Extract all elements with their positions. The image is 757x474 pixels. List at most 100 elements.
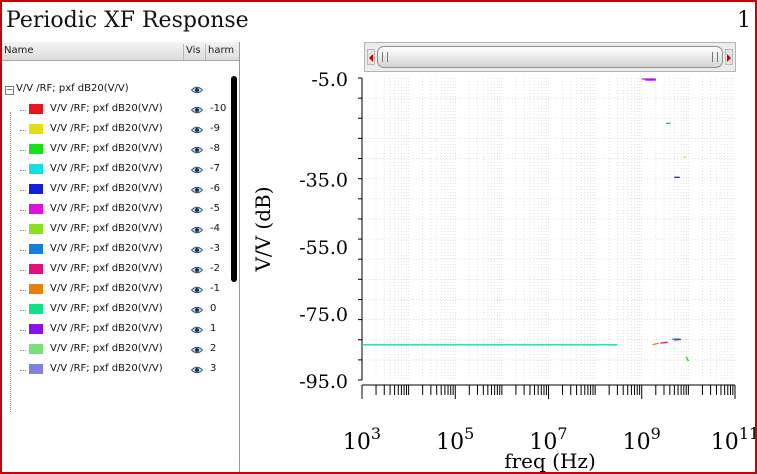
tree-connector <box>20 130 26 131</box>
eye-icon[interactable] <box>190 264 204 276</box>
eye-icon[interactable] <box>190 204 204 216</box>
color-swatch <box>29 104 43 114</box>
harm-value: 1 <box>210 323 217 334</box>
color-swatch <box>29 364 43 374</box>
trace-row[interactable]: V/V /RF; pxf dB20(V/V) -7 <box>2 160 232 180</box>
y-axis-label: V/V (dB) <box>251 186 275 272</box>
series-line <box>685 356 689 362</box>
y-tick-label: -35.0 <box>299 170 348 192</box>
x-tick-label: 105 <box>436 424 474 455</box>
trace-label: V/V /RF; pxf dB20(V/V) <box>50 103 163 114</box>
scroll-left-button[interactable] <box>367 49 375 65</box>
series-line <box>660 341 668 344</box>
trace-label: V/V /RF; pxf dB20(V/V) <box>50 243 163 254</box>
trace-row[interactable]: V/V /RF; pxf dB20(V/V) -2 <box>2 260 232 280</box>
tree-connector <box>20 370 26 371</box>
harm-value: -3 <box>210 243 220 254</box>
series-line <box>674 338 682 341</box>
trace-label: V/V /RF; pxf dB20(V/V) <box>50 263 163 274</box>
tree-group-label: V/V /RF; pxf dB20(V/V) <box>16 83 129 94</box>
color-swatch <box>29 284 43 294</box>
tree-connector <box>20 110 26 111</box>
arrow-right-icon <box>727 54 731 62</box>
eye-icon[interactable] <box>190 344 204 356</box>
eye-icon[interactable] <box>190 304 204 316</box>
tree-connector <box>20 190 26 191</box>
trace-row[interactable]: V/V /RF; pxf dB20(V/V) -1 <box>2 280 232 300</box>
eye-icon[interactable] <box>190 164 204 176</box>
column-header-vis[interactable]: Vis <box>184 44 206 60</box>
scroll-right-button[interactable] <box>725 49 733 65</box>
eye-icon[interactable] <box>190 84 204 96</box>
eye-icon[interactable] <box>190 184 204 196</box>
trace-row[interactable]: V/V /RF; pxf dB20(V/V) 2 <box>2 340 232 360</box>
trace-row[interactable]: V/V /RF; pxf dB20(V/V) -10 <box>2 100 232 120</box>
trace-row[interactable]: V/V /RF; pxf dB20(V/V) -5 <box>2 200 232 220</box>
eye-icon[interactable] <box>190 224 204 236</box>
page-number: 1 <box>737 8 751 33</box>
trace-row[interactable]: V/V /RF; pxf dB20(V/V) -8 <box>2 140 232 160</box>
tree-connector <box>20 270 26 271</box>
trace-row[interactable]: V/V /RF; pxf dB20(V/V) 3 <box>2 360 232 380</box>
y-tick-label: -5.0 <box>311 69 348 91</box>
eye-icon[interactable] <box>190 284 204 296</box>
tree-connector <box>20 330 26 331</box>
eye-icon[interactable] <box>190 104 204 116</box>
y-tick-label: -95.0 <box>299 371 348 393</box>
eye-icon[interactable] <box>190 144 204 156</box>
color-swatch <box>29 264 43 274</box>
x-tick-label: 109 <box>623 424 661 455</box>
column-header-harm[interactable]: harm <box>208 45 235 56</box>
tree-connector <box>20 210 26 211</box>
trace-browser: Name Vis harm − V/V /RF; pxf dB20(V/V) V/V… <box>2 42 240 472</box>
trace-label: V/V /RF; pxf dB20(V/V) <box>50 223 163 234</box>
tree-connector <box>20 230 26 231</box>
trace-label: V/V /RF; pxf dB20(V/V) <box>50 283 163 294</box>
tree-connector <box>20 350 26 351</box>
trace-row[interactable]: V/V /RF; pxf dB20(V/V) -4 <box>2 220 232 240</box>
color-swatch <box>29 344 43 354</box>
scroll-thumb[interactable] <box>377 46 723 68</box>
trace-label: V/V /RF; pxf dB20(V/V) <box>50 303 163 314</box>
harm-value: -1 <box>210 283 220 294</box>
trace-row[interactable]: V/V /RF; pxf dB20(V/V) -3 <box>2 240 232 260</box>
eye-icon[interactable] <box>190 244 204 256</box>
tree-connector <box>20 150 26 151</box>
tree-connector <box>20 170 26 171</box>
grip-right-icon <box>712 52 718 62</box>
sidebar-scrollbar[interactable] <box>231 76 237 282</box>
tree-connector <box>10 112 11 412</box>
trace-label: V/V /RF; pxf dB20(V/V) <box>50 343 163 354</box>
harm-value: -2 <box>210 263 220 274</box>
y-tick-label: -55.0 <box>299 237 348 259</box>
color-swatch <box>29 164 43 174</box>
trace-row[interactable]: V/V /RF; pxf dB20(V/V) -9 <box>2 120 232 140</box>
trace-row[interactable]: V/V /RF; pxf dB20(V/V) 1 <box>2 320 232 340</box>
eye-icon[interactable] <box>190 364 204 376</box>
color-swatch <box>29 124 43 134</box>
color-swatch <box>29 244 43 254</box>
trace-label: V/V /RF; pxf dB20(V/V) <box>50 183 163 194</box>
harm-value: -9 <box>210 123 220 134</box>
series-line <box>652 342 659 346</box>
eye-icon[interactable] <box>190 324 204 336</box>
trace-label: V/V /RF; pxf dB20(V/V) <box>50 363 163 374</box>
tree-group-row[interactable]: − V/V /RF; pxf dB20(V/V) <box>2 80 232 100</box>
trace-row[interactable]: V/V /RF; pxf dB20(V/V) 0 <box>2 300 232 320</box>
window-title: Periodic XF Response <box>6 8 249 33</box>
trace-label: V/V /RF; pxf dB20(V/V) <box>50 163 163 174</box>
tree-connector <box>20 250 26 251</box>
trace-label: V/V /RF; pxf dB20(V/V) <box>50 143 163 154</box>
color-swatch <box>29 204 43 214</box>
harm-value: -6 <box>210 183 220 194</box>
collapse-toggle-icon[interactable]: − <box>5 85 14 95</box>
eye-icon[interactable] <box>190 124 204 136</box>
color-swatch <box>29 144 43 154</box>
column-header-name[interactable]: Name <box>2 44 184 60</box>
tree-connector <box>20 290 26 291</box>
horizontal-scrollbar[interactable] <box>364 42 736 72</box>
color-swatch <box>29 184 43 194</box>
trace-row[interactable]: V/V /RF; pxf dB20(V/V) -6 <box>2 180 232 200</box>
x-tick-label: 107 <box>529 424 567 455</box>
